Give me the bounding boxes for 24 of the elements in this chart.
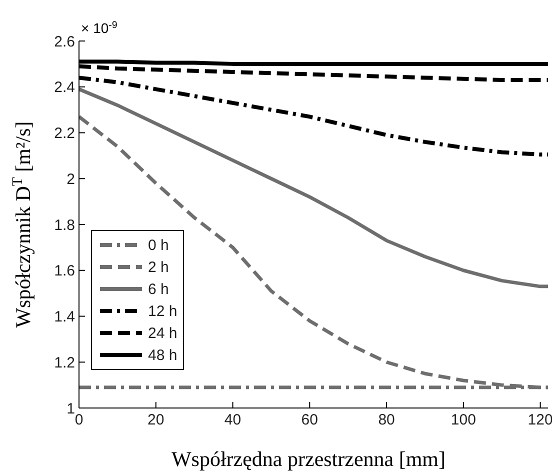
y-tick-label: 2.6: [54, 33, 75, 50]
y-tick-label: 2: [66, 170, 75, 188]
x-axis-title: Współrzędna przestrzenna [mm]: [171, 447, 446, 471]
x-tick-label: 40: [224, 412, 242, 429]
x-tick-label: 20: [148, 412, 164, 429]
x-tick-label: 120: [528, 412, 552, 429]
y-tick-label: 2.4: [54, 79, 75, 96]
y-tick-label: 1.2: [54, 354, 75, 372]
y-tick-label: 1.6: [54, 262, 75, 280]
text: × 10$^{-9}$: [81, 20, 118, 36]
legend-label: 24 h: [148, 324, 178, 342]
legend-label: 0 h: [148, 236, 169, 254]
x-tick-label: 100: [450, 412, 476, 429]
y-tick-label: 1.8: [54, 216, 75, 234]
x-tick-label: 0: [74, 412, 84, 429]
legend-label: 2 h: [148, 258, 169, 276]
y-tick-label: 1: [66, 400, 75, 418]
x-tick-label: 60: [301, 412, 318, 429]
y-tick-label: 2.2: [54, 125, 75, 142]
legend-label: 12 h: [148, 302, 178, 320]
y-tick-label: 1.4: [54, 308, 75, 326]
legend-label: 6 h: [148, 280, 169, 298]
legend-label: 48 h: [148, 346, 178, 364]
x-tick-label: 80: [378, 412, 395, 429]
